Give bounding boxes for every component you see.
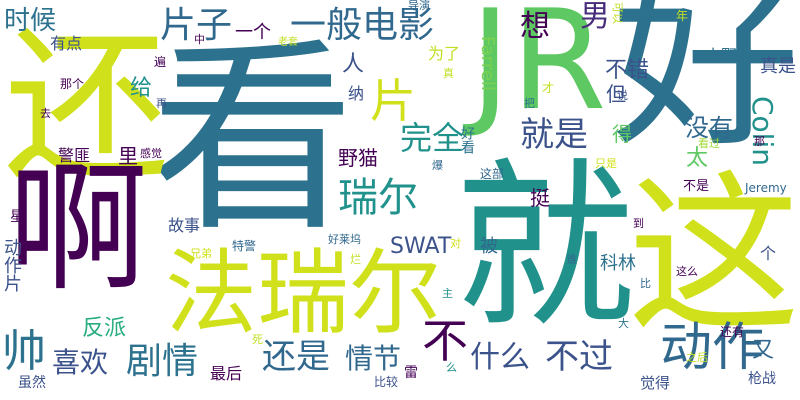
word: 反派 <box>82 316 127 341</box>
word: 得 <box>612 122 632 146</box>
word: 那个 <box>60 77 85 91</box>
word: 对 <box>450 237 461 250</box>
word: 把 <box>524 97 535 110</box>
word: 想 <box>520 9 550 44</box>
word: 那 <box>754 135 765 148</box>
word: Jeremy <box>745 181 787 195</box>
word: 就 <box>455 143 636 352</box>
word: 还有 <box>720 325 745 339</box>
word: 片子 <box>160 5 233 46</box>
word: 导演 <box>408 0 430 12</box>
word: 有点 <box>50 34 83 53</box>
word: 死 <box>252 333 263 346</box>
word: 虽然 <box>18 375 46 391</box>
word: 这 <box>628 155 800 356</box>
word: 么 <box>446 361 457 374</box>
word: 给 <box>130 76 153 101</box>
word: 看 <box>150 21 355 259</box>
word: 法瑞尔 <box>165 240 442 347</box>
word: 枪战 <box>748 371 776 387</box>
word: 爆 <box>432 159 443 172</box>
word: 最后 <box>210 364 243 383</box>
word: 男 <box>580 0 610 34</box>
word: 一个 <box>235 22 271 43</box>
word: 年 <box>676 9 689 23</box>
word: 个 <box>760 244 777 263</box>
word: 不是 <box>683 179 710 194</box>
word: 但 <box>606 82 626 106</box>
word: 情节 <box>345 342 402 375</box>
word: 故事 <box>168 216 201 235</box>
word: 不过 <box>545 337 613 377</box>
word: 中 <box>194 33 205 46</box>
word: 星 <box>10 209 24 225</box>
word: 帅 <box>2 326 46 377</box>
word: 纳 <box>348 84 365 103</box>
word: 一般 <box>290 5 363 46</box>
word: 时候 <box>4 6 57 36</box>
word: 之后 <box>686 351 708 364</box>
word: 什么 <box>470 340 530 375</box>
word: 为了 <box>428 44 461 63</box>
word: 喜欢 <box>52 346 109 379</box>
word: 烂 <box>350 253 361 266</box>
word: 啊 <box>8 148 148 311</box>
word: 挺 <box>530 186 550 210</box>
word: Farrell <box>477 36 498 91</box>
word: 只是 <box>595 157 617 170</box>
word: 动作 <box>660 318 765 378</box>
word: 兄弟 <box>190 247 212 260</box>
word: SWAT <box>390 234 452 259</box>
word: 还 <box>4 11 169 203</box>
word: 警匪 <box>58 146 91 165</box>
word: 还是 <box>262 337 330 377</box>
word: 真 <box>443 67 454 80</box>
word: 可以 <box>611 2 624 24</box>
word: 才 <box>542 81 555 95</box>
word: 里 <box>118 144 138 168</box>
word: 大 <box>618 317 629 330</box>
word: 比较 <box>374 375 399 389</box>
word: 剧情 <box>126 341 199 382</box>
word: 老套 <box>278 37 298 48</box>
word: 看过 <box>698 137 720 150</box>
word: 比 <box>640 277 651 290</box>
word: 完全 <box>400 119 465 157</box>
word: 动作片 <box>1 238 22 292</box>
word: 又 <box>752 338 775 363</box>
word: 谁 <box>566 253 577 266</box>
word: 真是 <box>760 56 796 77</box>
word: 主 <box>442 287 453 300</box>
word: 片 <box>370 74 416 128</box>
word: 觉得 <box>640 374 671 392</box>
word: 到 <box>633 217 644 230</box>
word: 没有 <box>685 114 733 142</box>
word: 野猫 <box>338 146 378 170</box>
word: 再 <box>156 97 167 110</box>
word: 被 <box>480 236 498 257</box>
word: 这么 <box>676 265 698 278</box>
word: 特警 <box>232 239 257 253</box>
word: 感觉 <box>140 147 162 160</box>
word: 好看 <box>459 126 475 154</box>
word: 说 <box>617 89 628 102</box>
word: JR <box>470 0 607 141</box>
word: 这部 <box>480 167 505 181</box>
word: 瑞尔 <box>338 175 418 221</box>
word: 不 <box>422 314 468 368</box>
word: 太 <box>686 146 709 171</box>
word: 遍 <box>154 55 167 69</box>
word: 就是 <box>520 115 588 155</box>
word: 科林 <box>600 253 636 274</box>
word: 雷 <box>404 365 418 381</box>
word: Colin <box>746 96 779 166</box>
word: 好莱坞 <box>328 233 361 246</box>
word: 好 <box>612 0 800 173</box>
word: 电影 <box>362 5 435 46</box>
word: 不错 <box>605 58 650 83</box>
word: 人 <box>342 52 365 77</box>
word: 小野 <box>705 46 738 65</box>
word: 去 <box>40 107 51 120</box>
